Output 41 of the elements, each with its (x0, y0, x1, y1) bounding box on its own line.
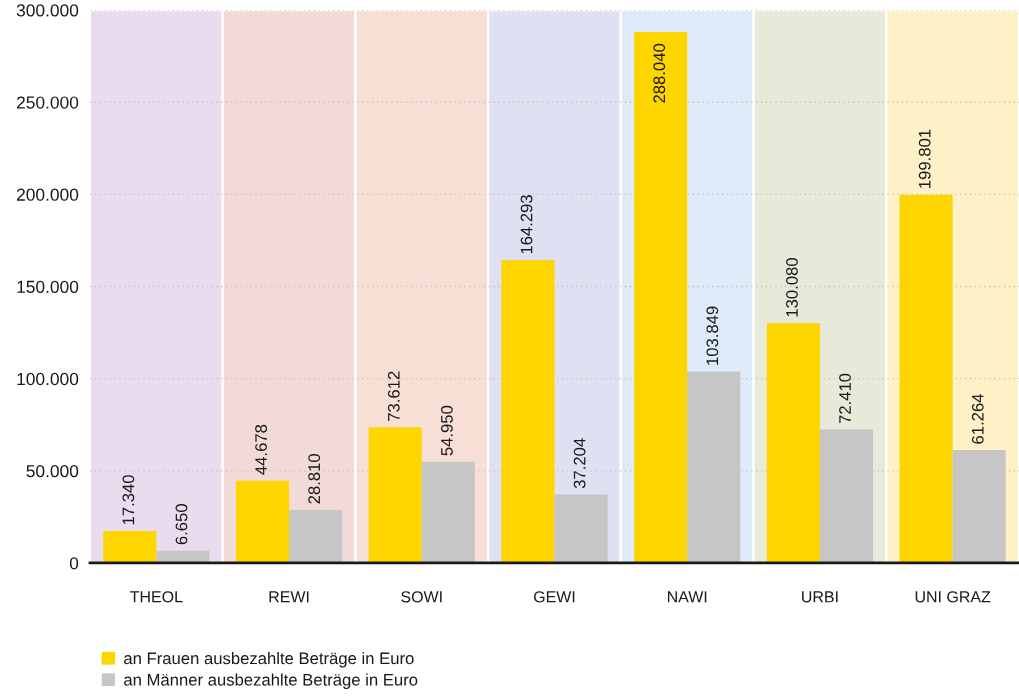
y-tick-label: 0 (69, 557, 79, 570)
data-label: 73.612 (387, 371, 400, 421)
legend-label: an Männer ausbezahlte Beträge in Euro (124, 673, 418, 689)
data-label: 164.293 (520, 195, 533, 254)
bar (952, 450, 1006, 563)
data-label: 37.204 (573, 438, 586, 489)
bar (156, 550, 210, 563)
data-label: 288.040 (653, 43, 666, 103)
bar (554, 494, 608, 563)
bar (899, 194, 953, 563)
data-label: 17.340 (122, 475, 135, 525)
y-tick-label: 300.000 (16, 4, 79, 17)
bar (766, 323, 820, 563)
x-tick-label: NAWI (667, 591, 707, 603)
bar (501, 260, 555, 563)
bar (103, 531, 157, 563)
x-tick-label: UNI GRAZ (915, 591, 991, 603)
y-tick-label: 50.000 (26, 464, 79, 478)
data-label: 6.650 (175, 504, 188, 545)
data-label: 54.950 (440, 405, 453, 456)
x-tick-label: GEWI (534, 591, 575, 603)
data-label: 199.801 (918, 129, 931, 188)
data-label: 103.849 (706, 306, 719, 365)
data-label: 130.080 (786, 258, 798, 317)
bar (289, 509, 343, 563)
y-tick-label: 150.000 (17, 280, 79, 293)
x-tick-label: THEOL (130, 591, 183, 603)
y-tick-label: 200.000 (16, 188, 79, 201)
x-tick-label: REWI (269, 591, 309, 603)
bar (368, 427, 422, 563)
x-tick-label: URBI (802, 591, 838, 603)
y-tick-label: 100.000 (17, 372, 79, 386)
data-label: 28.810 (308, 454, 321, 504)
x-tick-label: SOWI (401, 591, 442, 603)
bar (421, 461, 475, 563)
data-label: 44.678 (255, 424, 267, 475)
y-tick-label: 250.000 (16, 96, 79, 109)
data-label: 61.264 (971, 394, 984, 444)
legend-label: an Frauen ausbezahlte Beträge in Euro (124, 652, 414, 668)
bar (235, 480, 290, 563)
data-label: 72.410 (839, 373, 851, 424)
